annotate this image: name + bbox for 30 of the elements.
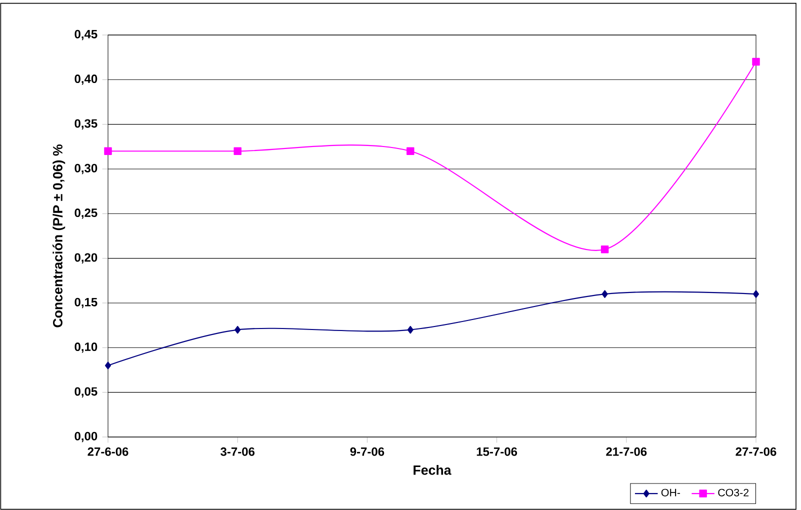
- y-axis-title: Concentración (P/P ± 0,06) %: [52, 144, 66, 328]
- point: [602, 290, 608, 298]
- point: [234, 326, 241, 334]
- y-tick-label: 0,35: [74, 119, 98, 130]
- point: [752, 58, 760, 66]
- legend-label: CO3-2: [718, 488, 749, 496]
- y-tick-label: 0,30: [74, 164, 98, 174]
- y-tick-label: 0,40: [74, 74, 98, 85]
- point: [104, 147, 112, 155]
- point: [407, 326, 414, 334]
- point: [104, 362, 112, 370]
- point: [600, 246, 609, 254]
- y-tick-label: 0,10: [74, 342, 98, 353]
- y-tick-label: 0,45: [74, 30, 98, 40]
- x-tick-label: 27-6-06: [88, 447, 128, 456]
- y-tick-label: 0,20: [74, 253, 98, 264]
- x-tick-label: 21-7-06: [606, 447, 647, 456]
- y-tick-label: 0,15: [74, 298, 98, 308]
- legend-label: OH-: [661, 488, 680, 496]
- point: [406, 147, 414, 155]
- y-tick-label: 0,05: [74, 387, 98, 398]
- point: [234, 147, 242, 155]
- y-tick-label: 0,00: [74, 432, 98, 442]
- x-tick-label: 15-7-06: [476, 447, 518, 456]
- y-tick-label: 0,25: [74, 208, 98, 219]
- x-tick-label: 27-7-06: [736, 447, 776, 456]
- x-tick-label: 3-7-06: [220, 447, 254, 456]
- point: [752, 290, 760, 298]
- x-tick-label: 9-7-06: [350, 447, 384, 456]
- x-axis-title: Fecha: [414, 465, 452, 475]
